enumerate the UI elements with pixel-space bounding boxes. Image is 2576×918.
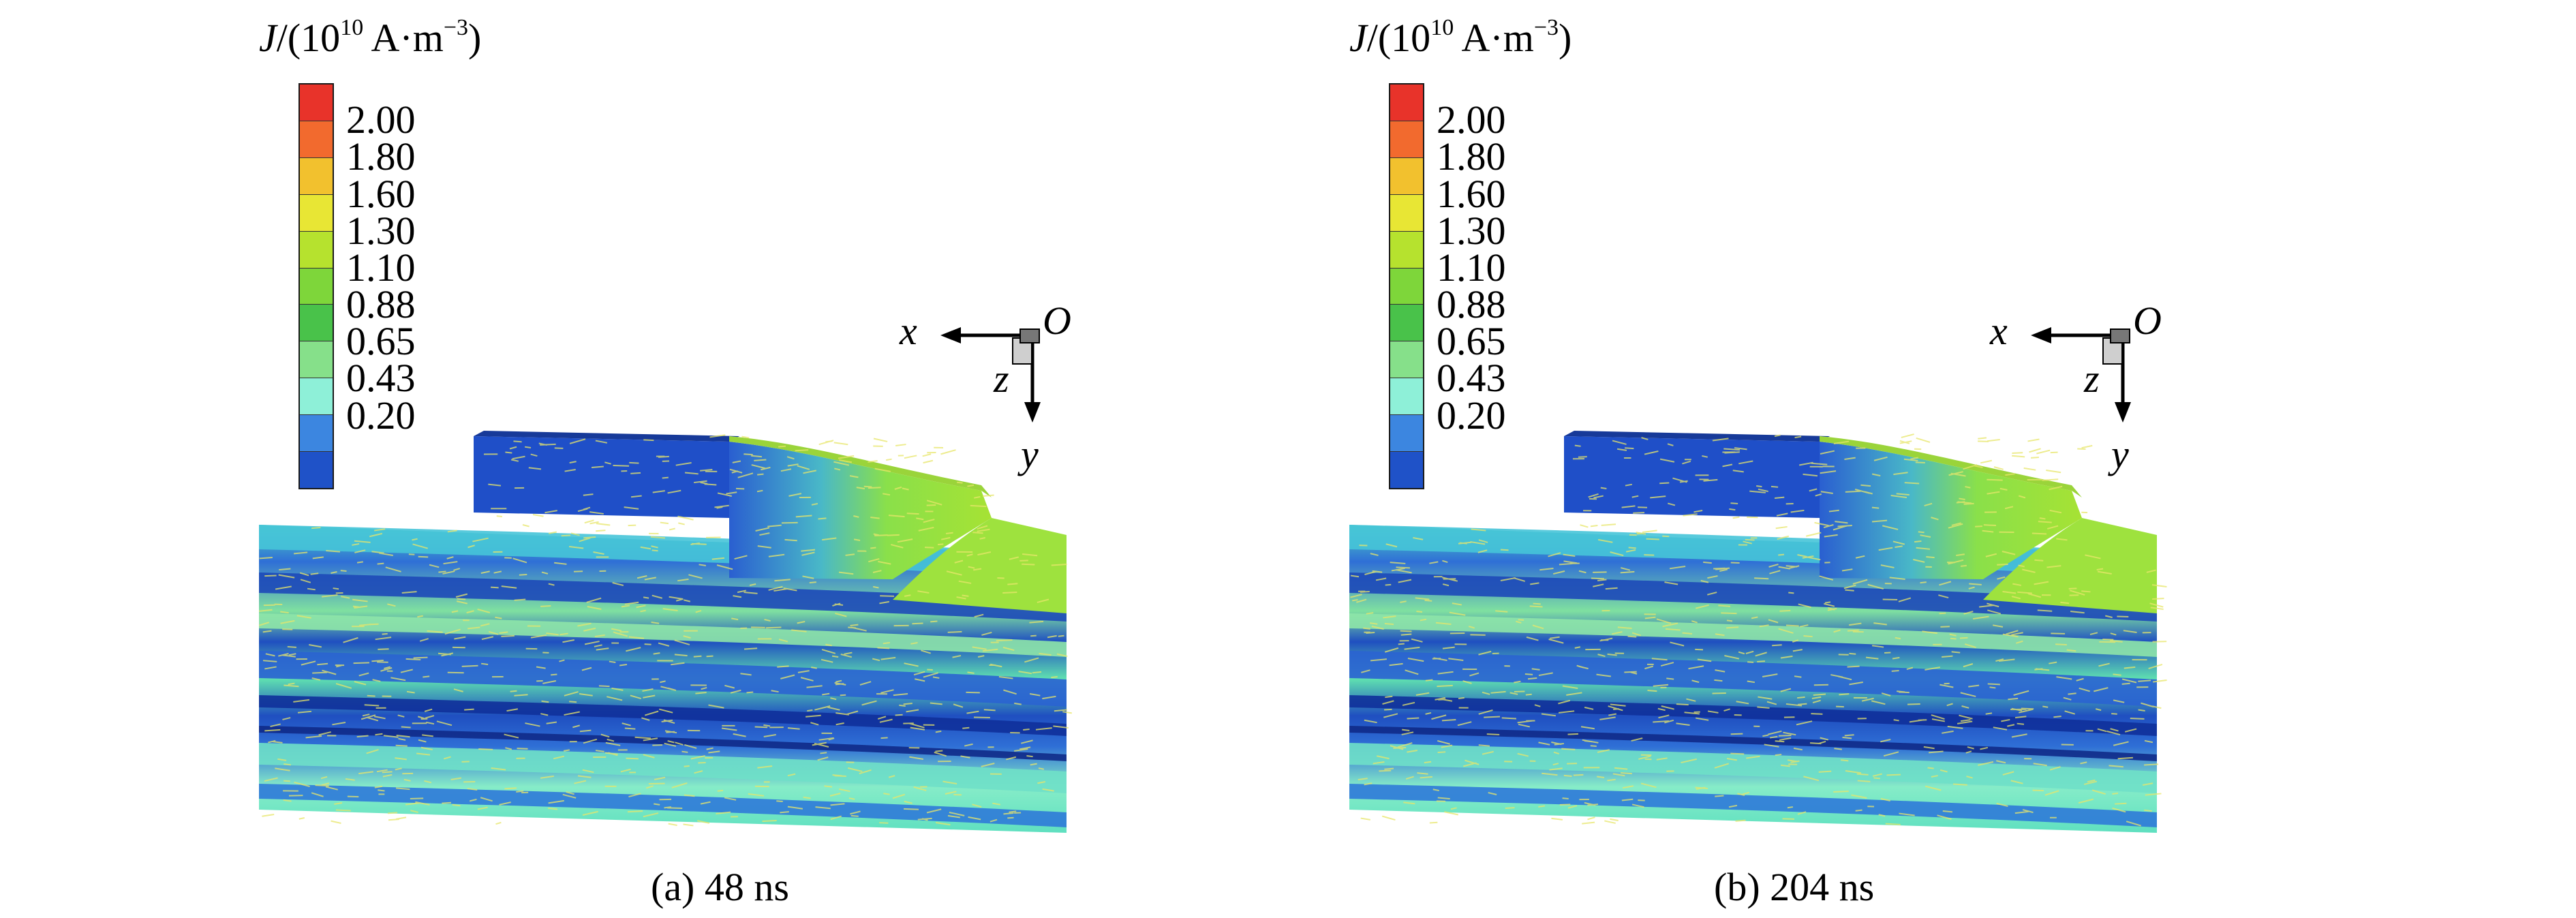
panel-caption: (a) 48 ns: [651, 865, 789, 909]
colorbar-segment: [1390, 452, 1423, 488]
axis-triad: x z O y: [1989, 299, 2162, 476]
colorbar-segment: [1390, 85, 1423, 121]
colorbar-tick-label: 1.10: [346, 245, 416, 290]
colorbar-segment: [1390, 378, 1423, 416]
armature-block: [1564, 436, 1820, 518]
rail-stripe: [1349, 743, 2157, 793]
colorbar-tick-label: 0.88: [1437, 282, 1506, 327]
colorbar-segment: [1390, 121, 1423, 158]
colorbar-tick-label: 1.80: [346, 134, 416, 179]
axis-label-y: y: [1017, 432, 1039, 476]
colorbar-segment: [1390, 305, 1423, 342]
colorbar-tick-label: 0.43: [1437, 356, 1506, 401]
colorbar-segment: [300, 452, 333, 488]
colorbar-tick-label: 1.80: [1437, 134, 1506, 179]
rail-stripe: [259, 743, 1067, 793]
rail-stripe: [1349, 651, 2157, 707]
colorbar-segment: [300, 157, 333, 195]
colorbar-tick-label: 0.88: [346, 282, 416, 327]
colorbar-segment: [300, 121, 333, 158]
colorbar-tick-label: 0.20: [346, 393, 416, 438]
rail-plateau: [1983, 518, 2157, 613]
colorbar-ticks: 2.00 1.80 1.60 1.30 1.10 0.88 0.65 0.43 0.20: [346, 83, 523, 489]
rail-stripe: [1349, 726, 2157, 761]
armature-top: [1564, 431, 1830, 442]
current-density-render: x z O y: [1349, 299, 2167, 833]
panel-caption: (b) 204 ns: [1714, 865, 1875, 909]
axis-label-z: z: [993, 356, 1009, 401]
colorbar-segment: [300, 415, 333, 453]
colorbar-title: J/(1010 A·m−3): [259, 14, 482, 60]
colorbar-tick-label: 1.60: [346, 171, 416, 216]
colorbar-tick-label: 1.30: [1437, 208, 1506, 253]
colorbar-segment: [300, 341, 333, 379]
colorbar-tick-label: 1.10: [1437, 245, 1506, 290]
colorbar-tick-label: 2.00: [346, 97, 416, 142]
colorbar-tick-label: 0.65: [1437, 319, 1506, 364]
rail-stripe: [259, 695, 1067, 736]
armature-slope: [1820, 442, 2082, 579]
colorbar-segment: [1390, 157, 1423, 195]
vector-field: [1350, 433, 2167, 827]
axis-label-x: x: [899, 309, 917, 353]
colorbar-segment: [300, 231, 333, 269]
colorbar-segment: [300, 194, 333, 232]
axis-label-origin: O: [2133, 299, 2162, 343]
colorbar-segment: [1390, 268, 1423, 305]
colorbar-segment: [1390, 231, 1423, 269]
axis-label-y: y: [2108, 432, 2129, 476]
rail-stripe: [1349, 572, 2157, 622]
colorbar: [298, 83, 334, 489]
rail-stripe: [1349, 784, 2157, 827]
axis-label-x: x: [1989, 309, 2008, 353]
rail-stripe: [259, 726, 1067, 761]
colorbar-tick-label: 1.60: [1437, 171, 1506, 216]
armature-slope: [729, 442, 992, 579]
armature-slope-edge: [1820, 436, 2082, 498]
rail-stripe: [259, 784, 1067, 827]
rail-plateau: [893, 518, 1067, 613]
rail-stripe: [259, 572, 1067, 622]
colorbar-tick-label: 0.43: [346, 356, 416, 401]
vector-field: [259, 434, 1072, 827]
axis-triad: x z O y: [899, 299, 1071, 476]
panel-b: J/(1010 A·m−3) 2.00 1.80 1.60 1.30 1.10 0.88 0…: [1349, 0, 2440, 918]
colorbar: [1389, 83, 1424, 489]
rail-stripe: [1349, 613, 2157, 657]
colorbar-segment: [300, 305, 333, 342]
armature-top: [474, 431, 739, 442]
colorbar-segment: [1390, 341, 1423, 379]
axis-label-z: z: [2083, 356, 2100, 401]
current-density-render: x z O y: [259, 299, 1072, 833]
armature-slope-edge: [729, 436, 992, 498]
colorbar-segment: [1390, 194, 1423, 232]
colorbar-segment: [300, 378, 333, 416]
panel-a: J/(1010 A·m−3) 2.00 1.80 1.60 1.30 1.10 0.88 0…: [259, 0, 1349, 918]
colorbar-tick-label: 2.00: [1437, 97, 1506, 142]
colorbar-segment: [300, 85, 333, 121]
rail-stripe: [259, 651, 1067, 707]
rail-stripe: [1349, 695, 2157, 736]
colorbar-ticks: 2.00 1.80 1.60 1.30 1.10 0.88 0.65 0.43 0.20: [1437, 83, 1614, 489]
colorbar-tick-label: 1.30: [346, 208, 416, 253]
colorbar-tick-label: 0.20: [1437, 393, 1506, 438]
colorbar-title: J/(1010 A·m−3): [1349, 14, 1572, 60]
colorbar-segment: [1390, 415, 1423, 453]
colorbar-segment: [300, 268, 333, 305]
axis-label-origin: O: [1043, 299, 1071, 343]
colorbar-tick-label: 0.65: [346, 319, 416, 364]
rail-stripe: [259, 613, 1067, 657]
